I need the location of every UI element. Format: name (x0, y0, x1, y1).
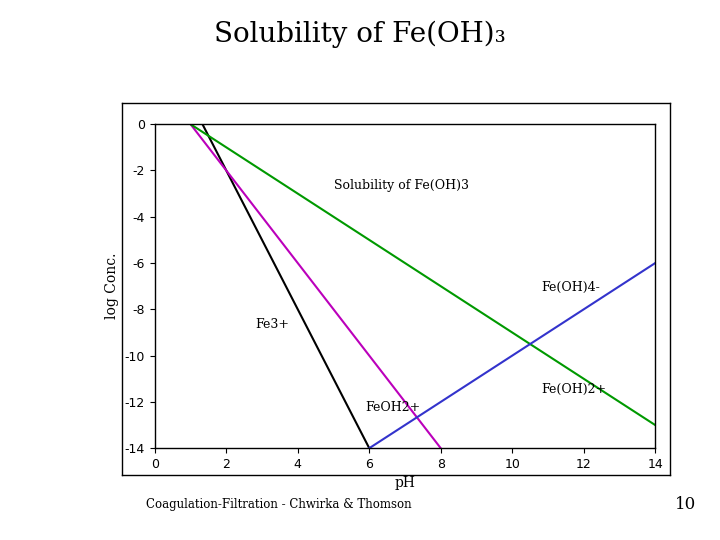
Text: Fe(OH)2+: Fe(OH)2+ (541, 383, 606, 396)
Text: 10: 10 (675, 496, 696, 513)
Text: Solubility of Fe(OH)3: Solubility of Fe(OH)3 (333, 179, 469, 192)
Text: Solubility of Fe(OH)₃: Solubility of Fe(OH)₃ (214, 21, 506, 48)
Text: Fe(OH)4-: Fe(OH)4- (541, 281, 600, 294)
Text: Fe3+: Fe3+ (255, 318, 289, 331)
Text: Coagulation-Filtration - Chwirka & Thomson: Coagulation-Filtration - Chwirka & Thoms… (145, 498, 411, 511)
X-axis label: pH: pH (395, 476, 415, 490)
Text: FeOH2+: FeOH2+ (366, 401, 421, 414)
Y-axis label: log Conc.: log Conc. (105, 253, 119, 319)
